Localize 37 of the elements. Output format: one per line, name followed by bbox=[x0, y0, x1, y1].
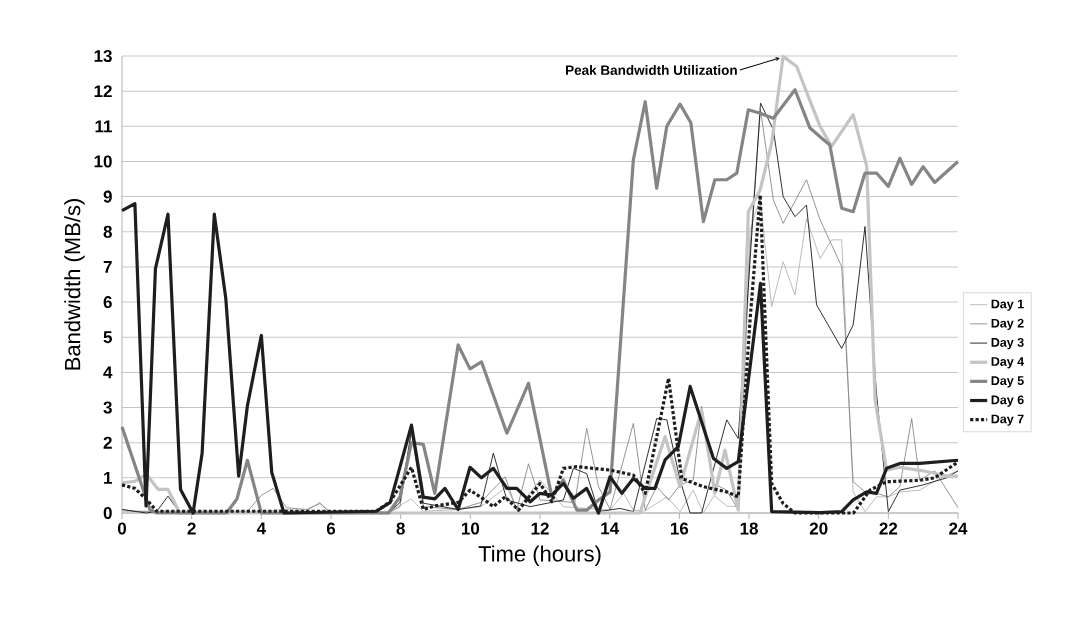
y-tick-label: 1 bbox=[104, 471, 112, 484]
y-tick-label: 2 bbox=[103, 436, 112, 449]
y-tick-label: 0 bbox=[103, 506, 112, 520]
legend-label: Day 5 bbox=[991, 376, 1024, 388]
x-tick-label: 10 bbox=[461, 522, 480, 535]
annotation: Peak Bandwidth Utilization bbox=[566, 65, 737, 75]
y-tick-label: 12 bbox=[94, 85, 112, 98]
x-tick-label: 0 bbox=[117, 522, 127, 535]
y-tick-label: 5 bbox=[103, 331, 112, 344]
y-axis-title: Bandwidth (MB/s) bbox=[64, 199, 85, 370]
y-tick-label: 6 bbox=[103, 296, 112, 309]
x-tick-label: 8 bbox=[396, 522, 405, 535]
y-tick-label: 3 bbox=[103, 401, 112, 414]
y-tick-label: 8 bbox=[103, 225, 112, 238]
y-tick-label: 4 bbox=[103, 366, 113, 379]
x-axis-title: Time (hours) bbox=[478, 545, 601, 566]
y-tick-label: 9 bbox=[103, 190, 112, 203]
x-tick-label: 20 bbox=[809, 522, 828, 535]
y-tick-label: 11 bbox=[95, 120, 112, 133]
legend-label: Day 2 bbox=[991, 318, 1024, 331]
y-tick-label: 10 bbox=[94, 155, 112, 168]
legend-label: Day 7 bbox=[991, 414, 1024, 426]
legend-label: Day 6 bbox=[991, 395, 1024, 407]
legend-label: Day 4 bbox=[991, 357, 1025, 369]
x-tick-label: 4 bbox=[256, 522, 266, 535]
x-tick-label: 24 bbox=[949, 522, 968, 535]
x-tick-label: 2 bbox=[187, 522, 196, 535]
y-tick-label: 7 bbox=[103, 261, 112, 273]
x-tick-label: 6 bbox=[326, 522, 336, 535]
x-tick-label: 14 bbox=[601, 522, 620, 535]
x-tick-label: 12 bbox=[531, 522, 549, 535]
legend-label: Day 3 bbox=[991, 337, 1024, 350]
x-tick-label: 22 bbox=[879, 522, 898, 535]
y-tick-label: 13 bbox=[94, 49, 112, 63]
legend-label: Day 1 bbox=[991, 299, 1024, 311]
x-tick-label: 18 bbox=[740, 522, 758, 535]
x-tick-label: 16 bbox=[670, 522, 689, 535]
